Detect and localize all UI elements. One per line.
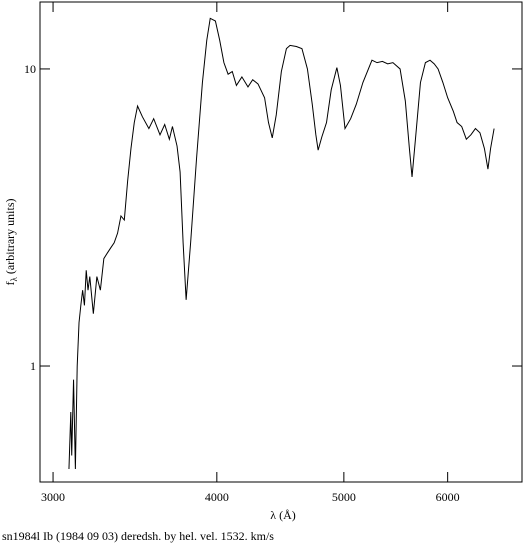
- y-axis-label: fλ (arbitrary units): [3, 198, 19, 285]
- y-tick-label: 1: [30, 359, 36, 373]
- y-tick-label: 10: [24, 62, 36, 76]
- frame: [39, 1, 523, 483]
- x-tick-label: 3000: [41, 490, 65, 504]
- y-label-rest: (arbitrary units): [3, 198, 17, 277]
- x-tick-label: 6000: [436, 490, 460, 504]
- spectrum-line: [68, 17, 495, 470]
- x-tick-label: 4000: [205, 490, 229, 504]
- caption: sn1984l Ib (1984 09 03) deredsh. by hel.…: [2, 529, 274, 543]
- y-label-main: f: [3, 282, 17, 286]
- y-label-sub: λ: [9, 277, 19, 282]
- x-axis-label: λ (Å): [270, 508, 295, 522]
- x-tick-label: 5000: [332, 490, 356, 504]
